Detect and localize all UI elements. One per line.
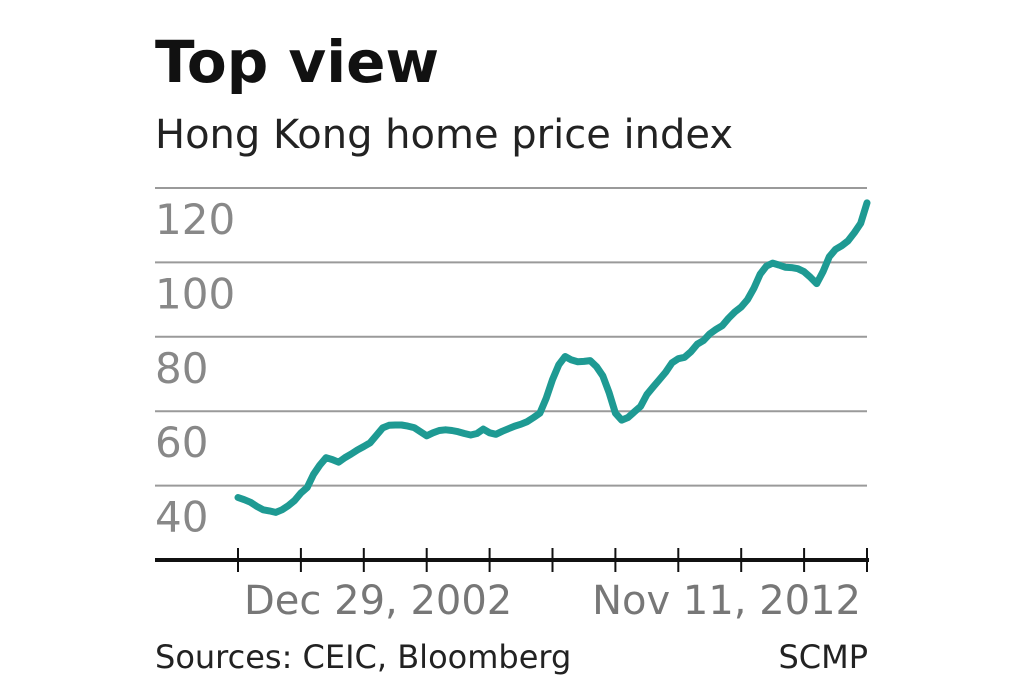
y-tick-label: 60 — [155, 418, 208, 467]
credit: SCMP — [778, 638, 868, 676]
source: Sources: CEIC, Bloomberg — [155, 638, 571, 676]
y-tick-label: 80 — [155, 344, 208, 393]
price-line — [234, 199, 871, 516]
chart-title: Top view — [155, 28, 439, 96]
x-tick-label: Dec 29, 2002 — [244, 578, 512, 624]
x-tick-label: Nov 11, 2012 — [592, 578, 861, 624]
y-tick-label: 100 — [155, 269, 235, 318]
y-tick-label: 120 — [155, 195, 235, 244]
y-tick-label: 40 — [155, 493, 208, 542]
chart-subtitle: Hong Kong home price index — [155, 112, 733, 158]
